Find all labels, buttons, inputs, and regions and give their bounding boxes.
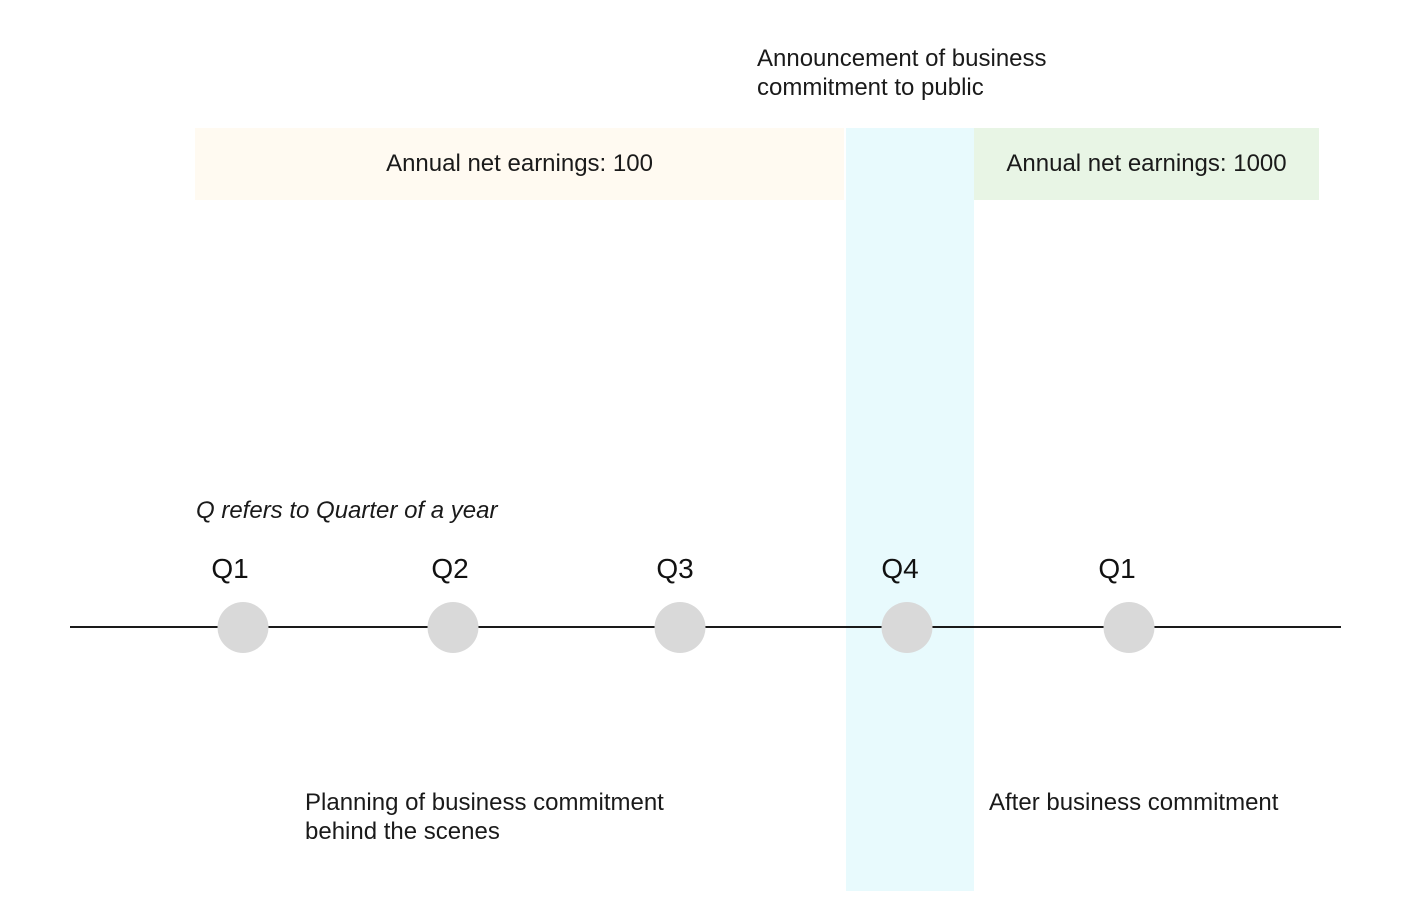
earnings-band-before: Annual net earnings: 100 <box>195 128 844 200</box>
quarter-label-5: Q1 <box>1098 553 1136 584</box>
quarter-label-1: Q1 <box>211 553 249 584</box>
quarter-label-2: Q2 <box>431 553 469 584</box>
caption-before-line-2: behind the scenes <box>305 818 500 845</box>
announcement-highlight-column <box>846 128 974 891</box>
quarter-label-3: Q3 <box>656 553 694 584</box>
announcement-label: Announcement of business commitment to p… <box>757 44 1047 102</box>
earnings-before-label: Annual net earnings: 100 <box>386 150 653 177</box>
timeline-axis <box>70 626 1341 628</box>
timeline-dot-5 <box>1103 602 1155 653</box>
announcement-line-2: commitment to public <box>757 74 984 101</box>
earnings-band-after: Annual net earnings: 1000 <box>974 128 1319 200</box>
quarter-label-4: Q4 <box>881 553 919 584</box>
timeline-dot-3 <box>654 602 706 653</box>
timeline-dot-2 <box>427 602 479 653</box>
caption-after: After business commitment <box>989 789 1279 816</box>
quarter-note: Q refers to Quarter of a year <box>196 497 498 524</box>
caption-before-line-1: Planning of business commitment <box>305 789 664 816</box>
announcement-line-1: Announcement of business <box>757 45 1047 72</box>
timeline-dot-4 <box>881 602 933 653</box>
caption-before: Planning of business commitment behind t… <box>305 788 664 846</box>
timeline-dot-1 <box>217 602 269 653</box>
earnings-after-label: Annual net earnings: 1000 <box>1006 150 1287 177</box>
